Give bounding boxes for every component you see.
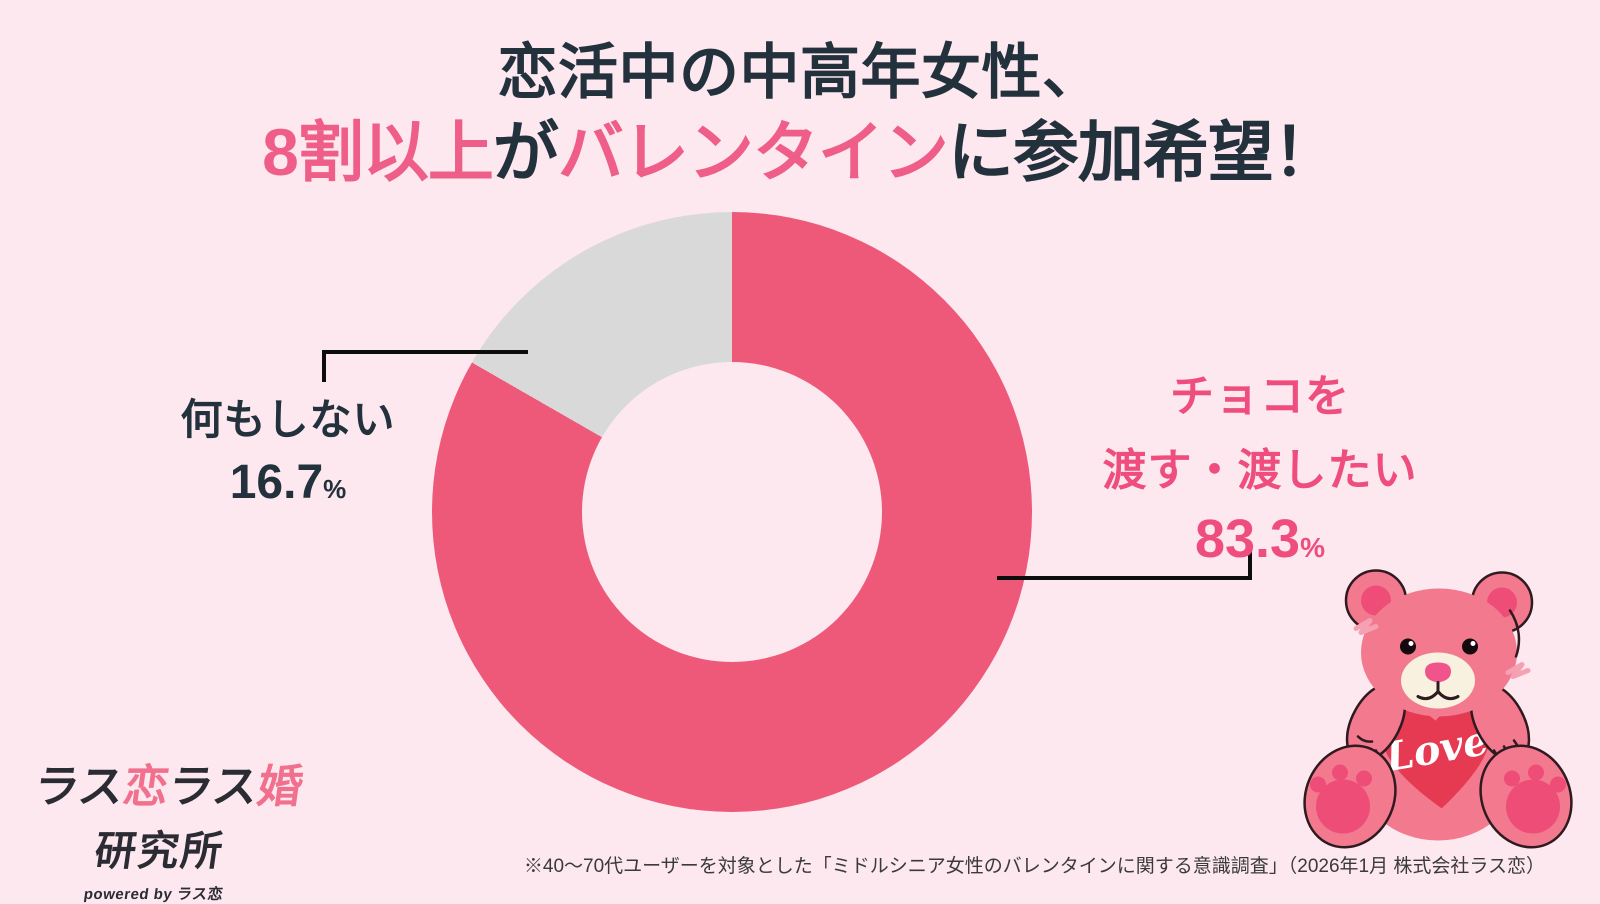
leader-line-left-tick xyxy=(322,350,326,382)
slice-value-nothing: 16.7 xyxy=(229,456,324,509)
leader-line-left-horizontal xyxy=(322,350,528,354)
bear-nose-icon xyxy=(1425,662,1451,683)
logo-rasu1: ラス xyxy=(30,761,128,812)
donut-chart xyxy=(432,212,1032,812)
title-plain-2: に参加希望！ xyxy=(947,115,1339,189)
slice-label-chocolate-name2: 渡す・渡したい xyxy=(1102,446,1418,495)
page-title: 恋活中の中高年女性、 8割以上がバレンタインに参加希望！ xyxy=(0,38,1600,191)
slice-unit-chocolate: % xyxy=(1300,532,1325,563)
slice-unit-nothing: % xyxy=(323,474,347,504)
brand-logo-line2: 研究所 xyxy=(91,828,228,874)
slice-label-chocolate-name1: チョコを xyxy=(1170,372,1350,421)
brand-logo-line1: ラス恋ラス婚 xyxy=(30,750,309,815)
leader-line-right-horizontal xyxy=(997,576,1252,580)
title-line1: 恋活中の中高年女性、 xyxy=(497,39,1103,106)
donut-hole xyxy=(582,362,882,662)
bear-leg-right xyxy=(1479,744,1573,849)
slice-label-nothing-name: 何もしない xyxy=(180,396,396,443)
title-plain-1: が xyxy=(492,115,559,189)
leader-line-right-tick xyxy=(1248,548,1252,580)
teddy-bear-illustration: Love xyxy=(1303,569,1573,849)
bear-eye-right-icon xyxy=(1462,638,1478,655)
title-accent-2: バレンタイン xyxy=(557,115,949,189)
brand-logo-powered-by: powered by ラス恋 xyxy=(82,886,225,903)
slice-label-nothing-value: 16.7% xyxy=(128,455,448,510)
bear-mouth-icon xyxy=(1416,681,1460,701)
slice-label-chocolate-value: 83.3% xyxy=(1070,508,1450,570)
logo-rasu2: ラス xyxy=(165,761,262,812)
logo-koi: 恋 xyxy=(120,761,173,812)
bear-cheek-zigzag-right-icon xyxy=(1505,662,1531,679)
slice-label-nothing: 何もしない 16.7% xyxy=(128,386,448,510)
title-accent-1: 8割以上 xyxy=(262,115,494,189)
slice-value-chocolate: 83.3 xyxy=(1194,509,1301,569)
logo-kon: 婚 xyxy=(254,761,307,812)
survey-footnote: ※40〜70代ユーザーを対象とした「ミドルシニア女性のバレンタインに関する意識調… xyxy=(523,856,1545,877)
brand-logo: ラス恋ラス婚 研究所 powered by ラス恋 xyxy=(17,750,309,904)
bear-cheek-zigzag-left-icon xyxy=(1353,618,1379,635)
bear-head xyxy=(1353,588,1531,717)
bear-leg-left xyxy=(1303,744,1397,849)
title-line2: 8割以上がバレンタインに参加希望！ xyxy=(0,115,1600,191)
slice-label-chocolate: チョコを 渡す・渡したい 83.3% xyxy=(1070,360,1450,570)
bear-eye-left-icon xyxy=(1400,638,1416,655)
